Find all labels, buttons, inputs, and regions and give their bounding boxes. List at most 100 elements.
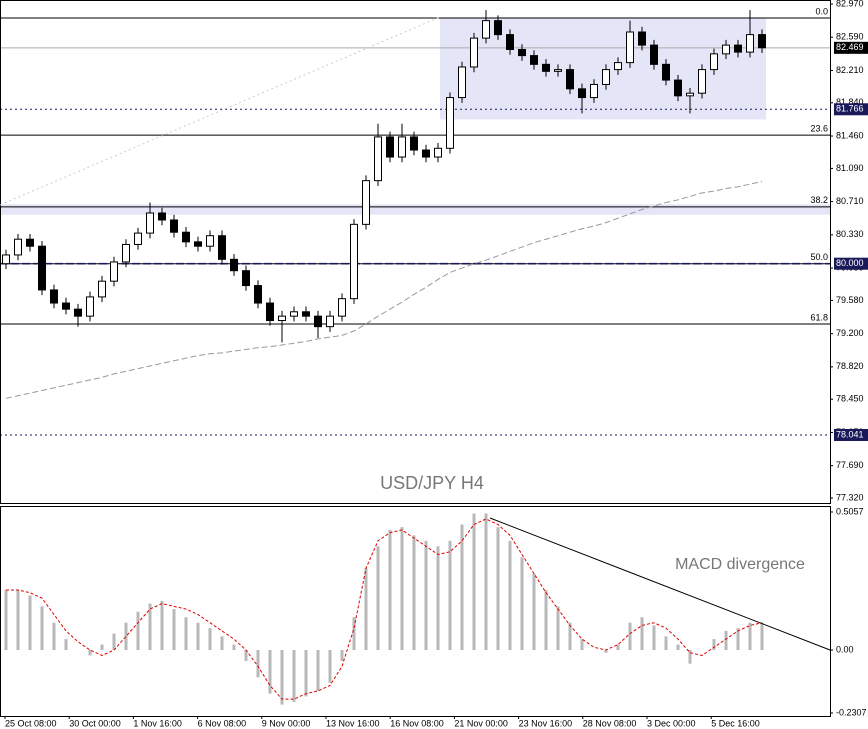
- candle-body: [590, 83, 598, 99]
- candle-body: [566, 69, 574, 90]
- x-tick-label: 13 Nov 16:00: [326, 718, 380, 728]
- y-tick-label: 0.5057: [836, 506, 864, 516]
- candle-body: [650, 44, 658, 65]
- fib-label: 50.0: [810, 252, 828, 262]
- candle-body: [518, 48, 526, 57]
- histogram-bar: [664, 636, 668, 651]
- histogram-bar: [148, 603, 152, 651]
- histogram-bar: [172, 609, 176, 651]
- histogram-bar: [304, 650, 308, 697]
- histogram-bar: [352, 617, 356, 651]
- y-tick-label: 0.00: [836, 644, 854, 654]
- y-tick-label: -0.2307: [836, 707, 867, 717]
- histogram-bar: [676, 644, 680, 651]
- x-tick-label: 1 Nov 16:00: [133, 718, 182, 728]
- candle-body: [170, 219, 178, 233]
- histogram-bar: [40, 606, 44, 651]
- candle-body: [530, 55, 538, 65]
- histogram-bar: [244, 650, 248, 661]
- candle-body: [26, 238, 34, 247]
- candle-body: [434, 147, 442, 158]
- y-tick-label: 81.460: [836, 130, 864, 140]
- y-tick-label: 79.200: [836, 328, 864, 338]
- histogram-bar: [340, 650, 344, 661]
- price-tag: [834, 41, 868, 54]
- candle-body: [50, 289, 58, 304]
- histogram-bar: [760, 622, 764, 651]
- histogram-bar: [712, 639, 716, 651]
- histogram-bar: [736, 628, 740, 651]
- candle-body: [350, 223, 358, 300]
- candle-body: [134, 232, 142, 245]
- histogram-bar: [496, 527, 500, 651]
- histogram-bar: [640, 617, 644, 651]
- histogram-bar: [196, 622, 200, 651]
- histogram-bar: [28, 595, 32, 651]
- signal-line: [6, 518, 763, 700]
- fib-label: 38.2: [810, 195, 828, 205]
- x-tick-label: 28 Nov 08:00: [583, 718, 637, 728]
- x-tick-label: 21 Nov 00:00: [454, 718, 508, 728]
- candle-body: [302, 311, 310, 317]
- histogram-bar: [604, 650, 608, 653]
- histogram-bar: [628, 622, 632, 651]
- histogram-bar: [376, 546, 380, 651]
- histogram-bar: [232, 644, 236, 651]
- histogram-bar: [580, 639, 584, 651]
- histogram-bar: [64, 639, 68, 651]
- candle-body: [686, 92, 694, 97]
- candle-body: [470, 37, 478, 68]
- candle-body: [146, 212, 154, 234]
- y-tick-label: 79.580: [836, 295, 864, 305]
- candle-body: [638, 31, 646, 46]
- histogram-bar: [400, 527, 404, 651]
- histogram-bar: [556, 606, 560, 651]
- candle-body: [746, 34, 754, 53]
- candle-body: [758, 34, 766, 49]
- x-tick-label: 30 Oct 00:00: [69, 718, 121, 728]
- histogram-bar: [124, 622, 128, 651]
- histogram-bar: [364, 568, 368, 651]
- x-tick-label: 6 Nov 08:00: [198, 718, 247, 728]
- y-tick-label: 81.090: [836, 163, 864, 173]
- candle-body: [734, 44, 742, 53]
- fib-label: 61.8: [810, 312, 828, 322]
- x-tick-label: 5 Dec 16:00: [711, 718, 760, 728]
- candle-body: [422, 149, 430, 158]
- y-tick-label: 77.690: [836, 460, 864, 470]
- candle-body: [542, 63, 550, 72]
- histogram-bar: [184, 617, 188, 651]
- candle-body: [230, 258, 238, 272]
- zone: [0, 204, 830, 215]
- y-tick-label: 80.710: [836, 196, 864, 206]
- histogram-bar: [88, 650, 92, 656]
- histogram-bar: [520, 557, 524, 651]
- candle-body: [2, 254, 10, 265]
- price-panel-frame: [0, 0, 831, 504]
- candle-body: [386, 136, 394, 158]
- y-tick-label: 80.330: [836, 229, 864, 239]
- histogram-bar: [568, 622, 572, 651]
- histogram-bar: [724, 630, 728, 651]
- x-tick-label: 3 Dec 00:00: [647, 718, 696, 728]
- candle-body: [86, 296, 94, 317]
- moving-average: [5, 181, 763, 399]
- histogram-bar: [256, 650, 260, 678]
- candle-body: [38, 245, 46, 291]
- candle-body: [722, 44, 730, 55]
- histogram-bar: [280, 650, 284, 705]
- candle-body: [194, 241, 202, 247]
- candle-body: [506, 34, 514, 50]
- macd-panel-frame: [0, 506, 831, 717]
- histogram-bar: [436, 546, 440, 651]
- annotation: MACD divergence: [675, 556, 805, 573]
- candle-body: [626, 31, 634, 64]
- histogram-bar: [688, 650, 692, 664]
- histogram-bar: [616, 644, 620, 651]
- divergence-trendline: [489, 517, 831, 651]
- candle-body: [710, 53, 718, 71]
- candle-body: [98, 280, 106, 298]
- price-tag: [834, 257, 868, 270]
- candle-body: [242, 270, 250, 287]
